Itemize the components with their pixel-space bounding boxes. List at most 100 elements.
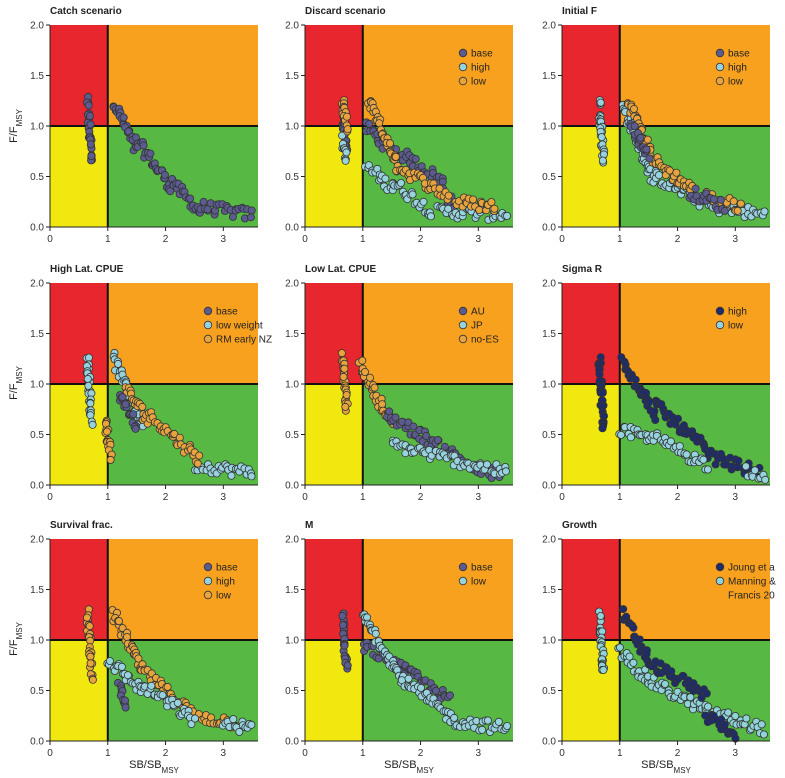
data-point [598,424,607,433]
data-point [411,154,420,163]
data-point [702,689,711,698]
panel-title: Initial F [562,6,597,17]
data-point [419,197,428,206]
data-point [629,658,638,667]
data-point [86,120,95,129]
data-point [716,195,725,204]
y-tick-label: 0.0 [285,223,299,234]
data-point [83,613,92,622]
legend-label: low [471,77,487,88]
legend-label: Manning & [728,577,776,588]
legend-label: low weight [216,321,263,332]
data-point [703,465,712,474]
data-point [160,170,169,179]
x-tick-label: 0 [302,234,308,245]
overfished-overfishing-zone [50,283,108,384]
legend-marker [715,562,725,572]
x-tick-label: 2 [675,234,681,245]
x-axis-label: SB/SBMSY [384,759,434,775]
legend-marker [203,562,213,572]
data-point [358,356,367,365]
data-point [416,683,425,692]
data-point [339,372,348,381]
x-tick-label: 0 [47,234,53,245]
overfished-zone [562,126,620,227]
overfished-zone [50,384,108,485]
data-point [444,204,453,213]
legend-marker [715,576,725,586]
points [83,92,256,223]
legend-marker [458,320,468,330]
legend-label: base [471,563,493,574]
panel-title: Sigma R [562,264,603,275]
data-point [131,424,140,433]
legend-label: RM early NZ [216,335,272,346]
data-point [631,375,640,384]
legend-marker [203,320,213,330]
points [338,609,512,737]
data-point [88,420,97,429]
data-point [338,131,347,140]
data-point [661,680,670,689]
y-tick-label: 2.0 [542,279,556,290]
data-point [343,661,352,670]
overfished-overfishing-zone [50,539,108,640]
data-point [340,641,349,650]
y-tick-label: 0.0 [30,223,44,234]
data-point [444,191,453,200]
x-tick-label: 1 [617,234,623,245]
data-point [338,611,347,620]
legend-label: high [728,307,747,318]
data-point [733,206,742,215]
x-tick-label: 2 [675,748,681,759]
y-tick-label: 2.0 [285,21,299,32]
data-point [626,433,635,442]
overfished-zone [305,384,363,485]
data-point [378,400,387,409]
x-tick-label: 2 [163,748,169,759]
panel-title: Catch scenario [50,6,122,17]
x-tick-label: 3 [733,492,739,503]
data-point [340,364,349,373]
data-point [119,113,128,122]
data-point [374,654,383,663]
data-point [720,206,729,215]
legend: high low [715,307,747,332]
panel-title: M [305,520,313,531]
data-point [502,211,511,220]
data-point [385,139,394,148]
x-tick-label: 0 [559,234,565,245]
legend: base low weight RM early NZ [203,307,272,346]
x-tick-label: 1 [360,748,366,759]
legend: base high low [203,562,238,602]
data-point [408,190,417,199]
panel-title: High Lat. CPUE [50,264,124,275]
data-point [651,415,660,424]
y-tick-label: 0.5 [30,430,44,441]
data-point [426,212,435,221]
data-point [158,691,167,700]
legend-label: high [471,63,490,74]
points [595,96,769,221]
data-point [450,713,459,722]
points [594,353,770,484]
data-point [87,151,96,160]
legend: base high low [715,49,750,88]
data-point [630,105,639,114]
x-tick-label: 0 [47,492,53,503]
data-point [85,112,94,121]
data-point [199,197,208,206]
data-point [644,398,653,407]
data-point [163,682,172,691]
data-point [86,652,95,661]
x-tick-label: 0 [559,492,565,503]
data-point [360,367,369,376]
y-tick-label: 0.0 [285,737,299,748]
data-point [650,407,659,416]
data-point [84,101,93,110]
data-point [597,133,606,142]
data-point [469,195,478,204]
panel: Growth 0 1 2 3 0.0 0.5 1.0 1.5 2.0 Joung et a Manni… [542,520,776,759]
x-tick-label: 2 [163,234,169,245]
data-point [709,195,718,204]
